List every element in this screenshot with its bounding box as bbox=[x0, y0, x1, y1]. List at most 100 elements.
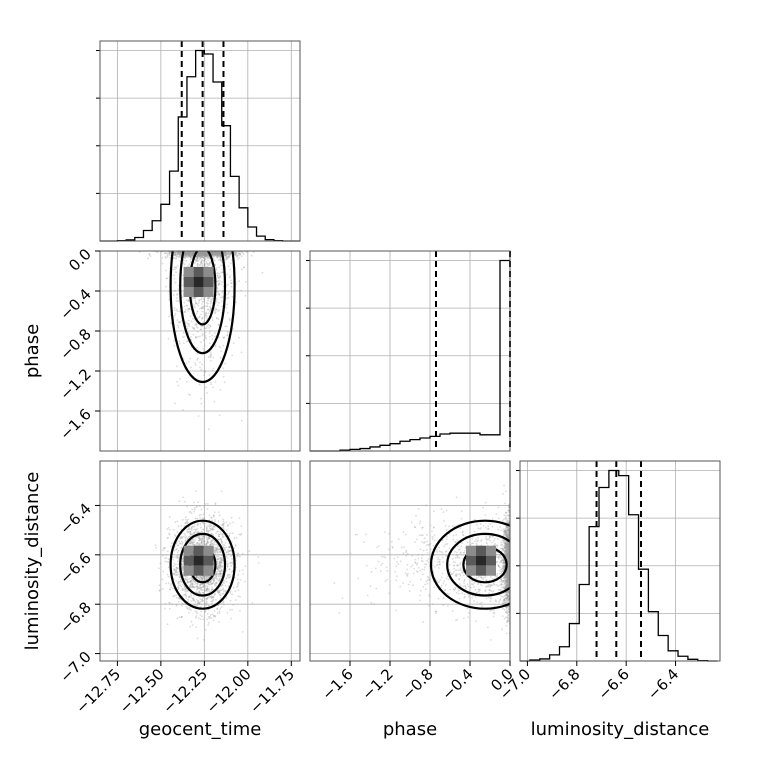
sample-point bbox=[193, 327, 195, 329]
sample-point bbox=[177, 563, 180, 566]
histogram-luminosity_distance bbox=[520, 469, 718, 662]
sample-point bbox=[209, 541, 212, 544]
sample-point bbox=[212, 580, 215, 582]
sample-point bbox=[228, 550, 231, 552]
sample-point bbox=[178, 576, 181, 579]
sample-point bbox=[218, 535, 220, 538]
sample-point bbox=[191, 252, 194, 254]
sample-point bbox=[202, 576, 204, 578]
sample-point bbox=[206, 542, 209, 544]
sample-point bbox=[218, 253, 221, 256]
sample-point bbox=[506, 600, 509, 602]
sample-point bbox=[215, 576, 217, 579]
sample-point bbox=[182, 560, 185, 563]
sample-point bbox=[219, 575, 222, 578]
sample-point bbox=[205, 253, 208, 256]
sample-point bbox=[216, 252, 219, 255]
sample-point bbox=[200, 252, 203, 255]
sample-point bbox=[216, 252, 219, 255]
sample-point bbox=[199, 606, 202, 608]
sample-point bbox=[204, 251, 206, 254]
sample-point bbox=[198, 591, 201, 594]
sample-point bbox=[191, 624, 194, 626]
sample-point bbox=[173, 266, 176, 268]
sample-point bbox=[235, 252, 238, 254]
sample-point bbox=[213, 251, 216, 254]
sample-point bbox=[204, 263, 206, 266]
sample-point bbox=[208, 617, 211, 620]
sample-point bbox=[175, 330, 178, 333]
density-cell bbox=[183, 287, 194, 297]
sample-point bbox=[225, 258, 228, 261]
sample-point bbox=[221, 565, 224, 567]
sample-point bbox=[216, 304, 219, 307]
sample-point bbox=[230, 285, 233, 288]
sample-point bbox=[176, 365, 178, 368]
sample-point bbox=[175, 308, 178, 311]
sample-point bbox=[205, 527, 208, 530]
sample-point bbox=[189, 543, 192, 545]
sample-point bbox=[198, 505, 201, 508]
sample-point bbox=[196, 265, 199, 268]
sample-point bbox=[180, 546, 183, 549]
sample-point bbox=[181, 565, 184, 568]
sample-point bbox=[204, 254, 207, 257]
sample-point bbox=[189, 251, 192, 254]
sample-point bbox=[209, 540, 212, 543]
sample-point bbox=[501, 548, 504, 551]
sample-point bbox=[178, 252, 180, 255]
sample-point bbox=[185, 605, 187, 608]
sample-point bbox=[174, 521, 177, 524]
sample-point bbox=[214, 520, 216, 523]
sample-point bbox=[183, 252, 186, 255]
sample-point bbox=[191, 253, 193, 256]
sample-point bbox=[213, 253, 216, 256]
sample-point bbox=[148, 253, 151, 256]
sample-point bbox=[197, 253, 199, 255]
sample-point bbox=[197, 260, 199, 263]
sample-point bbox=[230, 562, 232, 565]
sample-point bbox=[218, 259, 220, 261]
sample-point bbox=[190, 252, 193, 255]
sample-point bbox=[219, 572, 221, 575]
sample-point bbox=[187, 309, 190, 312]
sample-point bbox=[204, 589, 207, 592]
sample-point bbox=[198, 252, 200, 255]
sample-point bbox=[196, 586, 199, 589]
sample-point bbox=[236, 578, 239, 581]
sample-point bbox=[203, 254, 206, 257]
sample-point bbox=[186, 340, 189, 343]
sample-point bbox=[179, 251, 182, 254]
sample-point bbox=[506, 543, 509, 546]
sample-point bbox=[215, 570, 218, 573]
sample-point bbox=[240, 351, 243, 354]
sample-point bbox=[237, 252, 240, 255]
sample-point bbox=[507, 544, 510, 547]
sample-point bbox=[184, 251, 186, 254]
sample-point bbox=[216, 274, 219, 277]
sample-point bbox=[202, 254, 205, 256]
sample-point bbox=[200, 255, 202, 257]
sample-point bbox=[200, 579, 203, 582]
sample-point bbox=[177, 300, 179, 303]
sample-point bbox=[220, 283, 223, 286]
panel-frame bbox=[99, 460, 301, 662]
sample-point bbox=[412, 584, 414, 587]
sample-point bbox=[212, 356, 215, 359]
sample-point bbox=[207, 259, 209, 262]
sample-point bbox=[493, 609, 495, 612]
sample-point bbox=[446, 542, 449, 545]
sample-point bbox=[204, 315, 207, 318]
sample-point bbox=[174, 253, 177, 256]
sample-point bbox=[190, 533, 192, 535]
sample-point bbox=[203, 505, 206, 508]
sample-point bbox=[219, 254, 222, 257]
sample-point bbox=[223, 336, 226, 339]
sample-point bbox=[217, 279, 220, 282]
sample-point bbox=[201, 543, 204, 545]
sample-point bbox=[214, 503, 217, 506]
sample-point bbox=[180, 578, 182, 581]
sample-point bbox=[206, 252, 209, 255]
sample-point bbox=[220, 558, 223, 561]
sample-point bbox=[190, 526, 193, 529]
